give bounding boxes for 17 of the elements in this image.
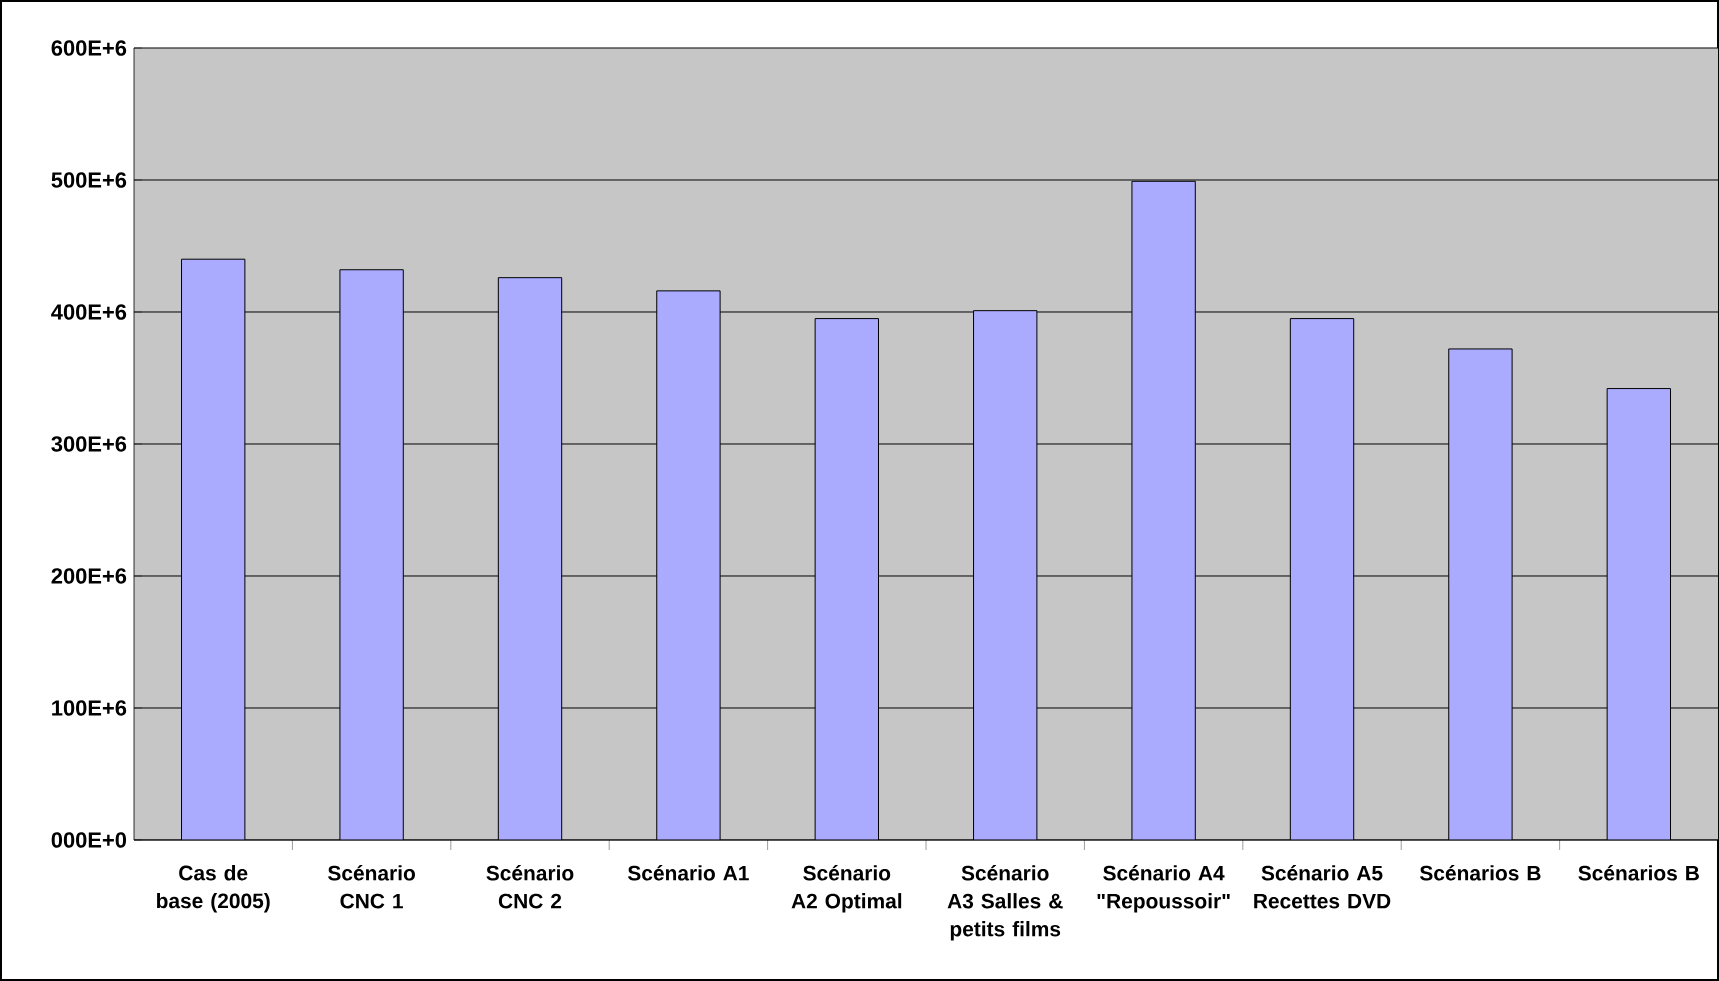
x-tick-label: Scénario A5 Recettes DVD — [1254, 865, 1391, 909]
y-tick-label: 600E+6 — [51, 40, 127, 56]
x-tick-label: Scénario CNC 2 — [486, 865, 574, 909]
y-tick-label: 400E+6 — [51, 304, 127, 320]
x-tick-label: Scénario A1 — [627, 865, 749, 881]
x-tick-label: Scénario A3 Salles & petits films — [947, 865, 1063, 941]
x-tick-label: Scénarios B — [1419, 865, 1541, 881]
x-tick-label: Scénario CNC 1 — [328, 865, 415, 909]
y-tick-label: 200E+6 — [51, 568, 127, 584]
y-tick-label: 100E+6 — [52, 700, 127, 716]
y-tick-label: 500E+6 — [51, 172, 127, 188]
x-tick-label: Cas de base (2005) — [157, 865, 270, 913]
y-tick-label: 300E+6 — [51, 436, 127, 452]
x-tick-label: Scénario A2 Optimal — [791, 865, 902, 913]
x-tick-label: Scénarios B — [1578, 865, 1699, 881]
x-tick-label: Scénario A4 "Repoussoir" — [1097, 865, 1230, 913]
y-tick-label: 000E+0 — [51, 832, 127, 848]
